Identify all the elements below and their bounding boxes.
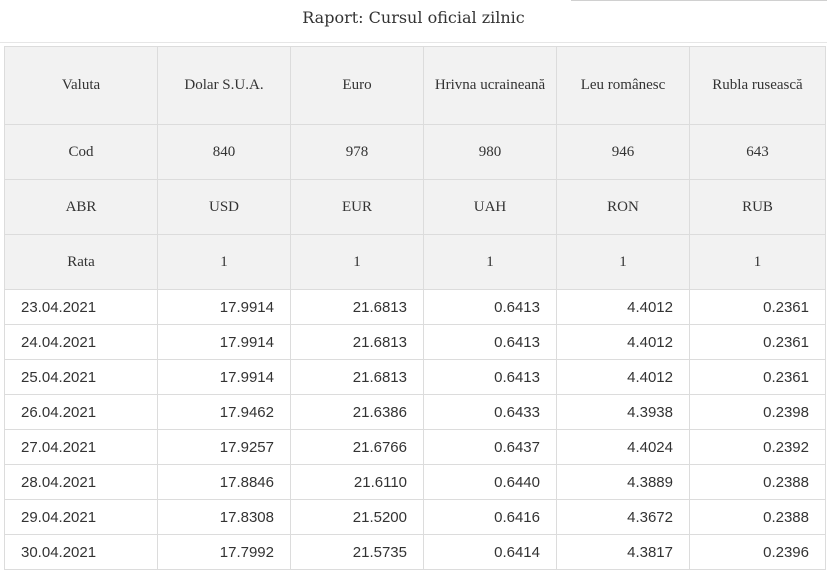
rate-value-cell: 4.4024 bbox=[556, 429, 690, 465]
rate-value-cell: 0.2392 bbox=[689, 429, 826, 465]
rate-value-cell: 0.6433 bbox=[423, 394, 557, 430]
rate-value-cell: 0.2361 bbox=[689, 324, 826, 360]
row-label: Valuta bbox=[4, 46, 158, 125]
rate-value-cell: 17.9257 bbox=[157, 429, 291, 465]
table-row: 27.04.2021 17.9257 21.6766 0.6437 4.4024 0.23… bbox=[4, 429, 826, 465]
currency-code-row: Cod 840 978 980 946 643 bbox=[4, 124, 826, 180]
rate-value-cell: 0.6413 bbox=[423, 324, 557, 360]
rate-value-cell: 17.7992 bbox=[157, 534, 291, 570]
rate-value-cell: 21.5200 bbox=[290, 499, 424, 535]
table-row: 25.04.2021 17.9914 21.6813 0.6413 4.4012 0.23… bbox=[4, 359, 826, 395]
rate-value-cell: 0.6413 bbox=[423, 359, 557, 395]
rate-value-cell: 21.6386 bbox=[290, 394, 424, 430]
table-row: 26.04.2021 17.9462 21.6386 0.6433 4.3938 0.23… bbox=[4, 394, 826, 430]
rate-value-cell: 17.9914 bbox=[157, 289, 291, 325]
date-cell: 25.04.2021 bbox=[4, 359, 158, 395]
rate-value-cell: 4.3938 bbox=[556, 394, 690, 430]
header-cell: Leu românesc bbox=[556, 46, 690, 125]
rate-value-cell: 4.3889 bbox=[556, 464, 690, 500]
currency-abbr-row: ABR USD EUR UAH RON RUB bbox=[4, 179, 826, 235]
rate-value-cell: 17.9462 bbox=[157, 394, 291, 430]
rate-value-cell: 4.3817 bbox=[556, 534, 690, 570]
rate-value-cell: 21.6110 bbox=[290, 464, 424, 500]
table-row: 23.04.2021 17.9914 21.6813 0.6413 4.4012 0.23… bbox=[4, 289, 826, 325]
rates-table-body: Valuta Dolar S.U.A. Euro Hrivna ucraineană L… bbox=[4, 46, 826, 570]
rate-value-cell: 21.6813 bbox=[290, 324, 424, 360]
header-cell: 1 bbox=[556, 234, 690, 290]
rate-value-cell: 4.4012 bbox=[556, 324, 690, 360]
header-cell: Rubla rusească bbox=[689, 46, 826, 125]
header-cell: 1 bbox=[290, 234, 424, 290]
header-cell: 840 bbox=[157, 124, 291, 180]
rate-value-cell: 0.2398 bbox=[689, 394, 826, 430]
date-cell: 27.04.2021 bbox=[4, 429, 158, 465]
rate-value-cell: 0.6416 bbox=[423, 499, 557, 535]
row-label: Cod bbox=[4, 124, 158, 180]
currency-rate-row: Rata 1 1 1 1 1 bbox=[4, 234, 826, 290]
rate-value-cell: 21.6813 bbox=[290, 359, 424, 395]
rate-value-cell: 0.2388 bbox=[689, 464, 826, 500]
header-cell: 1 bbox=[157, 234, 291, 290]
header-cell: 1 bbox=[689, 234, 826, 290]
header-cell: 643 bbox=[689, 124, 826, 180]
header-cell: 978 bbox=[290, 124, 424, 180]
title-divider bbox=[0, 42, 827, 43]
rate-value-cell: 0.6437 bbox=[423, 429, 557, 465]
date-cell: 28.04.2021 bbox=[4, 464, 158, 500]
date-cell: 23.04.2021 bbox=[4, 289, 158, 325]
table-row: 29.04.2021 17.8308 21.5200 0.6416 4.3672 0.23… bbox=[4, 499, 826, 535]
date-cell: 29.04.2021 bbox=[4, 499, 158, 535]
header-cell: EUR bbox=[290, 179, 424, 235]
header-cell: 946 bbox=[556, 124, 690, 180]
date-cell: 26.04.2021 bbox=[4, 394, 158, 430]
exchange-rates-table: Valuta Dolar S.U.A. Euro Hrivna ucraineană L… bbox=[4, 46, 826, 570]
rate-value-cell: 21.6766 bbox=[290, 429, 424, 465]
rate-value-cell: 17.9914 bbox=[157, 324, 291, 360]
rate-value-cell: 0.2361 bbox=[689, 289, 826, 325]
rate-value-cell: 0.2361 bbox=[689, 359, 826, 395]
rate-value-cell: 17.9914 bbox=[157, 359, 291, 395]
rate-value-cell: 21.5735 bbox=[290, 534, 424, 570]
rate-value-cell: 0.6413 bbox=[423, 289, 557, 325]
header-cell: RON bbox=[556, 179, 690, 235]
rate-value-cell: 0.6414 bbox=[423, 534, 557, 570]
report-title: Raport: Cursul oficial zilnic bbox=[302, 8, 525, 27]
table-row: 24.04.2021 17.9914 21.6813 0.6413 4.4012 0.23… bbox=[4, 324, 826, 360]
rate-value-cell: 21.6813 bbox=[290, 289, 424, 325]
date-cell: 30.04.2021 bbox=[4, 534, 158, 570]
header-cell: Euro bbox=[290, 46, 424, 125]
rate-value-cell: 4.3672 bbox=[556, 499, 690, 535]
rate-value-cell: 17.8308 bbox=[157, 499, 291, 535]
header-cell: RUB bbox=[689, 179, 826, 235]
header-cell: Hrivna ucraineană bbox=[423, 46, 557, 125]
row-label: ABR bbox=[4, 179, 158, 235]
header-cell: 980 bbox=[423, 124, 557, 180]
table-row: 28.04.2021 17.8846 21.6110 0.6440 4.3889 0.23… bbox=[4, 464, 826, 500]
rate-value-cell: 4.4012 bbox=[556, 359, 690, 395]
top-divider bbox=[571, 0, 827, 1]
rate-value-cell: 4.4012 bbox=[556, 289, 690, 325]
table-row: 30.04.2021 17.7992 21.5735 0.6414 4.3817 0.23… bbox=[4, 534, 826, 570]
rate-value-cell: 17.8846 bbox=[157, 464, 291, 500]
row-label: Rata bbox=[4, 234, 158, 290]
header-cell: UAH bbox=[423, 179, 557, 235]
header-cell: USD bbox=[157, 179, 291, 235]
header-cell: 1 bbox=[423, 234, 557, 290]
date-cell: 24.04.2021 bbox=[4, 324, 158, 360]
currency-name-row: Valuta Dolar S.U.A. Euro Hrivna ucraineană L… bbox=[4, 46, 826, 125]
rate-value-cell: 0.2388 bbox=[689, 499, 826, 535]
rate-value-cell: 0.2396 bbox=[689, 534, 826, 570]
rate-value-cell: 0.6440 bbox=[423, 464, 557, 500]
header-cell: Dolar S.U.A. bbox=[157, 46, 291, 125]
